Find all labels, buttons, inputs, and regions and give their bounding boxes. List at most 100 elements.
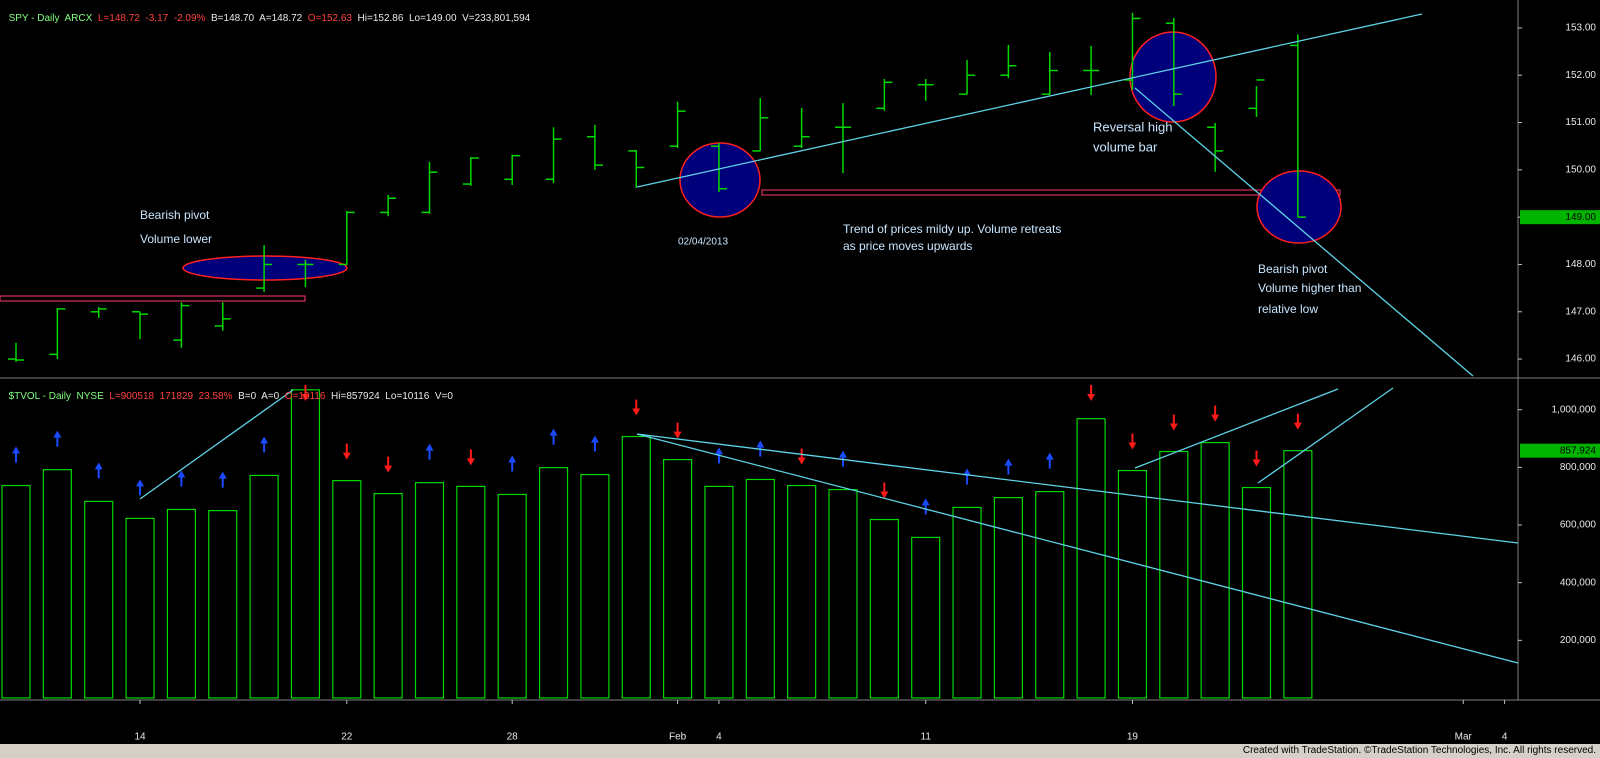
x-tick-label: 11 — [921, 732, 932, 743]
annotation: relative low — [1258, 302, 1318, 316]
support-band — [761, 189, 1341, 196]
annotation: as price moves upwards — [843, 239, 972, 253]
x-tick-label: 19 — [1127, 732, 1139, 743]
price-bars — [8, 12, 1306, 362]
header-item: L=148.72 -3.17 -2.09% — [97, 13, 206, 24]
last-value-label: 857,924 — [1560, 445, 1597, 456]
signal-arrow-head — [1169, 423, 1178, 431]
signal-arrow-head — [714, 447, 723, 455]
axes: 146.00 147.00 148.00 149.00 150.00 151.00 152.… — [134, 23, 1600, 743]
signal-arrow-head — [1293, 422, 1302, 430]
volume-bar — [208, 510, 238, 699]
volume-bar — [84, 500, 114, 699]
signal-arrow-head — [425, 443, 434, 451]
y-tick-label: 153.00 — [1565, 23, 1596, 34]
signal-arrow-head — [549, 428, 558, 436]
signal-arrow-head — [1252, 459, 1261, 467]
volume-bars — [1, 385, 1313, 699]
support-band — [0, 295, 306, 302]
x-tick-label: 4 — [716, 732, 722, 743]
price-header: SPY - Daily ARCX L=148.72 -3.17 -2.09% B… — [3, 2, 531, 24]
trend-line — [636, 433, 1519, 664]
volume-bar — [249, 474, 279, 699]
signal-arrow-head — [1211, 414, 1220, 422]
x-tick-label: 14 — [134, 732, 146, 743]
trend-line — [1134, 388, 1339, 469]
header-item: $TVOL - Daily NYSE — [8, 391, 104, 402]
highlight-ellipse — [1256, 170, 1342, 244]
signal-arrow-head — [384, 465, 393, 473]
volume-bar — [580, 473, 610, 699]
signal-arrow-head — [756, 440, 765, 448]
last-value-box — [1520, 443, 1600, 458]
signal-arrow-head — [301, 394, 310, 401]
header-item: L=900518 171829 23.58% — [109, 391, 233, 402]
volume-header: $TVOL - Daily NYSE L=900518 171829 23.58… — [3, 380, 453, 402]
last-value-label: 149.00 — [1565, 212, 1596, 223]
volume-bar — [787, 484, 817, 699]
y-tick-label: 152.00 — [1565, 70, 1596, 81]
signal-arrow-head — [177, 470, 186, 478]
volume-bar — [911, 536, 941, 699]
signal-arrow-head — [12, 446, 20, 454]
x-tick-label: 22 — [341, 732, 353, 743]
x-tick-label: Mar — [1455, 732, 1473, 743]
volume-bar — [290, 389, 321, 699]
signal-arrow-head — [1087, 394, 1096, 401]
annotation: volume bar — [1093, 139, 1158, 154]
signal-arrow-head — [1004, 458, 1013, 466]
volume-bar — [1035, 490, 1065, 699]
highlight-ellipse — [182, 255, 348, 281]
footer-text: Created with TradeStation. ©TradeStation… — [1242, 745, 1596, 756]
y-tick-label: 200,000 — [1560, 635, 1597, 646]
footer: Created with TradeStation. ©TradeStation… — [0, 744, 1600, 758]
trend-line — [1134, 87, 1474, 377]
annotation: Bearish pivot — [140, 208, 210, 222]
signal-arrow-head — [136, 479, 145, 487]
header-item: O=152.63 — [307, 13, 352, 24]
volume-bar — [1200, 441, 1230, 699]
signal-arrow-head — [797, 457, 806, 465]
header-item: Hi=152.86 Lo=149.00 V=233,801,594 — [357, 13, 531, 24]
volume-bar — [456, 485, 486, 699]
signal-arrow-head — [508, 455, 517, 463]
x-tick-label: 28 — [507, 732, 519, 743]
volume-bar — [1159, 450, 1189, 699]
signal-arrow-head — [1128, 442, 1137, 450]
volume-bar — [497, 493, 527, 699]
y-tick-label: 150.00 — [1565, 164, 1596, 175]
x-tick-label: 4 — [1502, 732, 1508, 743]
volume-bar — [1076, 418, 1106, 699]
volume-bar — [42, 469, 72, 699]
signal-arrow-head — [342, 452, 351, 460]
annotation: Bearish pivot — [1258, 262, 1328, 276]
signal-arrow-head — [590, 435, 599, 443]
header-item: Hi=857924 Lo=10116 V=0 — [331, 391, 453, 402]
volume-bar — [828, 488, 858, 699]
signal-arrow-head — [673, 431, 682, 439]
trend-line — [139, 389, 294, 500]
volume-bar — [332, 480, 362, 699]
volume-bar — [952, 506, 982, 699]
y-tick-label: 148.00 — [1565, 259, 1596, 270]
header-item: SPY - Daily ARCX — [8, 13, 93, 24]
volume-bar — [125, 517, 155, 699]
x-tick-label: Feb — [669, 732, 687, 743]
volume-bar — [621, 435, 651, 699]
signal-arrow-head — [466, 458, 475, 466]
trend-line — [1257, 387, 1394, 484]
volume-bar — [1, 484, 31, 699]
annotation: Reversal high — [1093, 119, 1173, 134]
volume-bar — [538, 467, 569, 699]
volume-bar — [373, 493, 403, 699]
signal-arrow-head — [921, 498, 930, 506]
trend-line — [636, 13, 1423, 188]
signal-arrow-head — [839, 450, 847, 458]
signal-arrow-head — [880, 491, 889, 499]
volume-bar — [414, 482, 445, 699]
annotation: 02/04/2013 — [678, 237, 728, 248]
volume-bar — [1117, 469, 1148, 699]
trend-line — [636, 433, 1519, 544]
